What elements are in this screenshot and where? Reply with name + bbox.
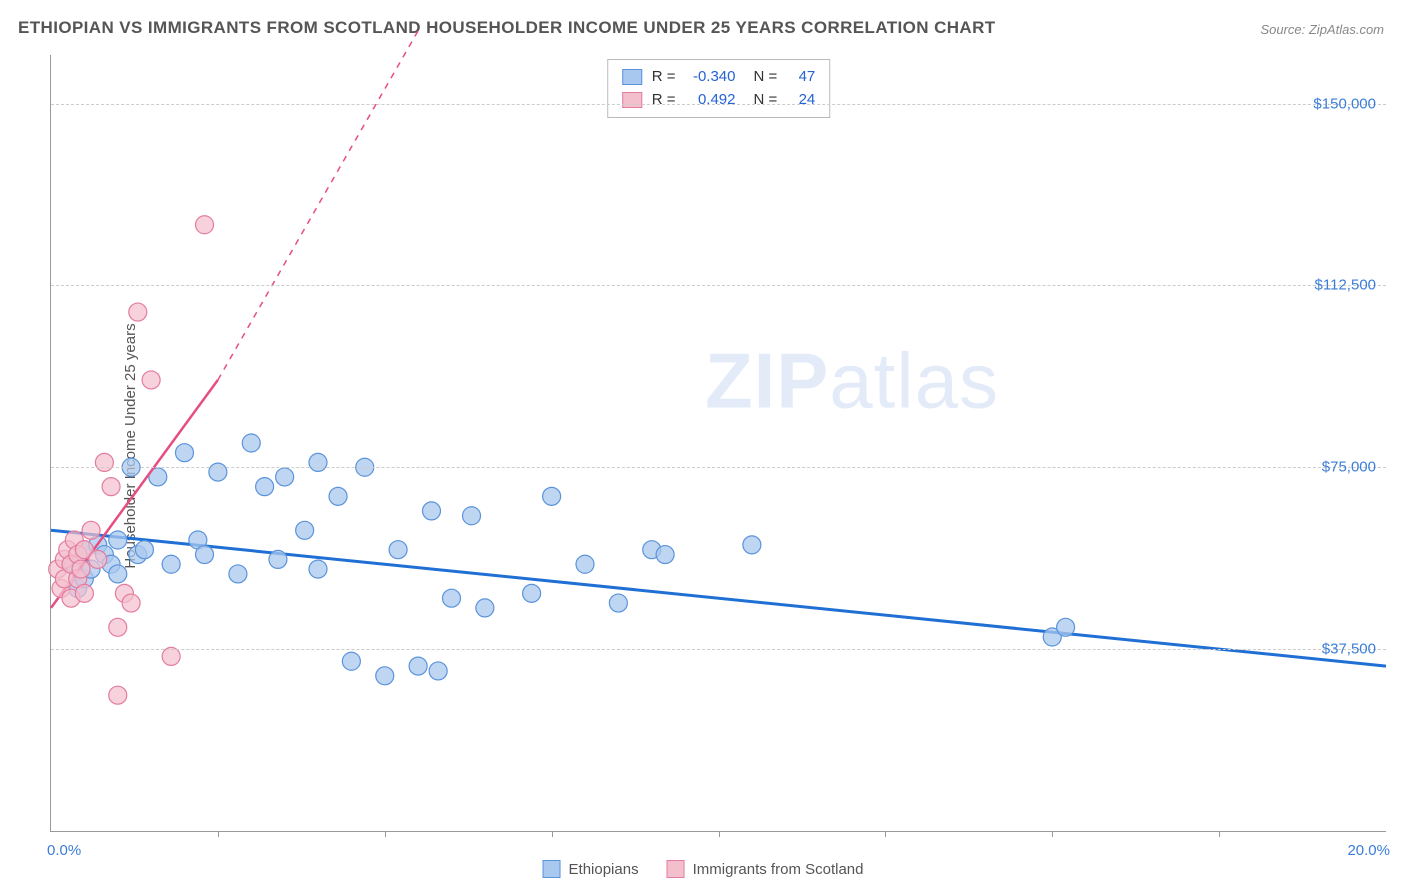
plot-area-wrap: ZIPatlas R =-0.340N =47R =0.492N =24 0.0…: [50, 55, 1386, 832]
y-tick-label: $75,000: [1322, 459, 1376, 476]
chart-title: ETHIOPIAN VS IMMIGRANTS FROM SCOTLAND HO…: [18, 18, 996, 38]
legend-item: Ethiopians: [543, 860, 639, 878]
stats-swatch: [622, 92, 642, 108]
legend-label: Ethiopians: [569, 861, 639, 878]
stats-r-label: R =: [652, 89, 676, 112]
stats-n-label: N =: [754, 66, 778, 89]
x-axis-max-label: 20.0%: [1347, 842, 1390, 859]
correlation-stats-box: R = -0.340 N = 47 R = 0.492 N = 24: [607, 59, 831, 118]
stats-row: R = 0.492 N = 24: [622, 89, 816, 112]
y-tick-label: $150,000: [1313, 95, 1376, 112]
stats-row: R = -0.340 N = 47: [622, 66, 816, 89]
x-tick: [385, 831, 386, 837]
gridline-h: [51, 285, 1386, 286]
legend-bottom: Ethiopians Immigrants from Scotland: [543, 860, 864, 878]
x-tick: [719, 831, 720, 837]
gridline-h: [51, 649, 1386, 650]
stats-swatch: [622, 69, 642, 85]
y-tick-label: $112,500: [1315, 277, 1376, 294]
stats-n-label: N =: [754, 89, 778, 112]
chart-svg: [51, 55, 1386, 831]
legend-item: Immigrants from Scotland: [667, 860, 864, 878]
x-tick: [218, 831, 219, 837]
legend-swatch: [543, 860, 561, 878]
stats-r-value: 0.492: [686, 89, 736, 112]
x-axis-min-label: 0.0%: [47, 842, 81, 859]
gridline-h: [51, 104, 1386, 105]
x-tick: [885, 831, 886, 837]
stats-n-value: 24: [787, 89, 815, 112]
plot-area: ZIPatlas R =-0.340N =47R =0.492N =24 0.0…: [50, 55, 1386, 832]
stats-r-label: R =: [652, 66, 676, 89]
gridline-h: [51, 467, 1386, 468]
chart-source: Source: ZipAtlas.com: [1260, 22, 1384, 37]
legend-label: Immigrants from Scotland: [693, 861, 864, 878]
x-tick: [1219, 831, 1220, 837]
legend-swatch: [667, 860, 685, 878]
x-tick: [1052, 831, 1053, 837]
y-tick-label: $37,500: [1322, 641, 1376, 658]
stats-r-value: -0.340: [686, 66, 736, 89]
x-tick: [552, 831, 553, 837]
stats-n-value: 47: [787, 66, 815, 89]
